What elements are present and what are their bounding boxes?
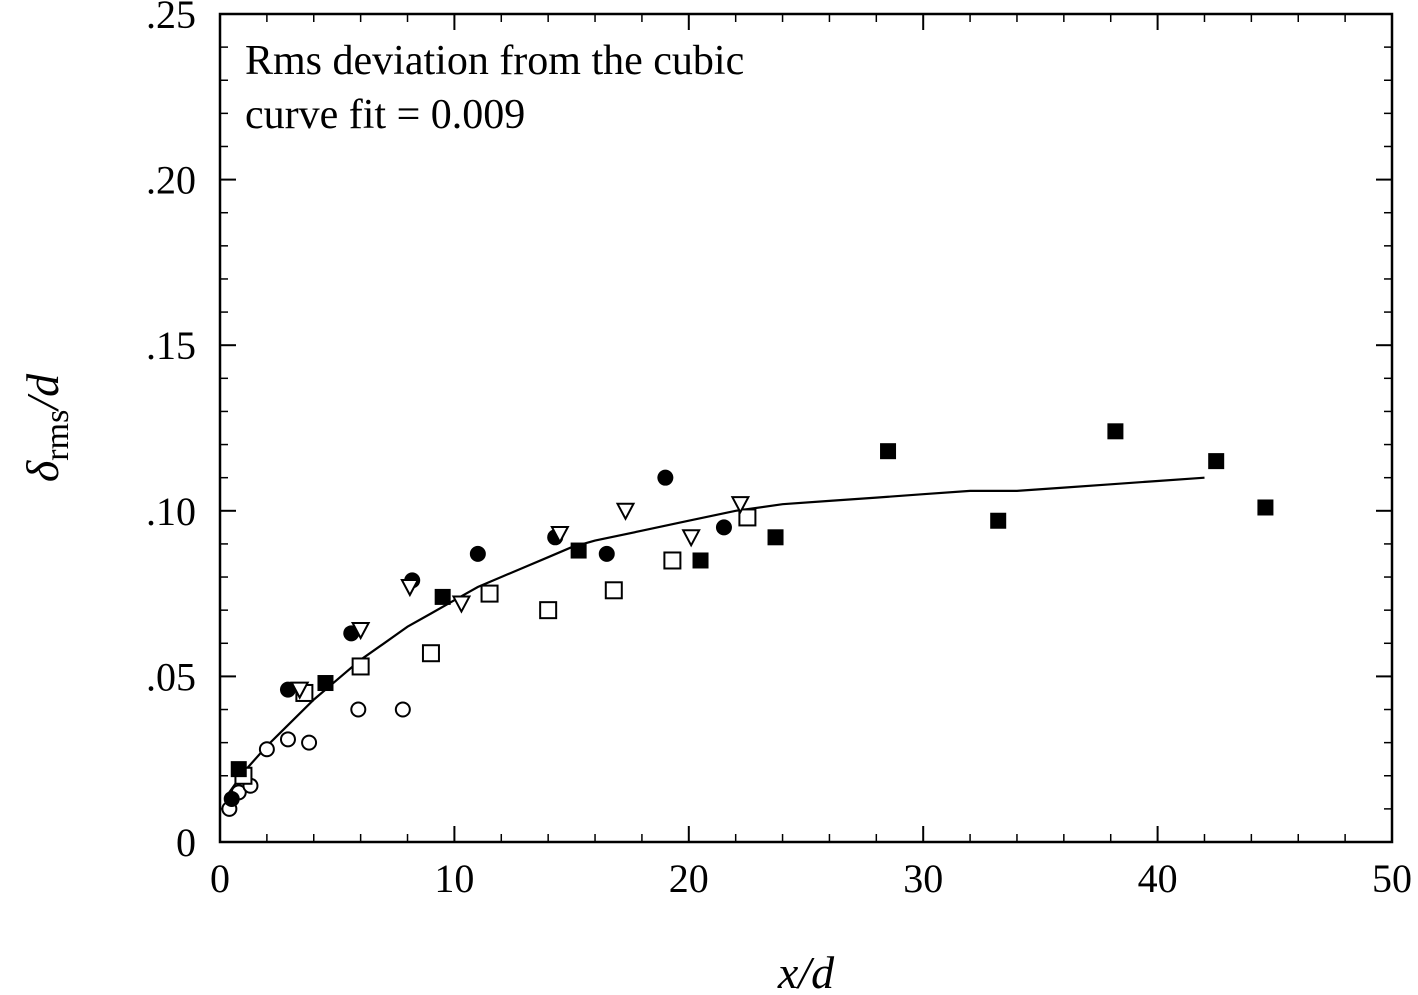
filled-square-point — [230, 761, 247, 778]
x-tick-label: 50 — [1372, 856, 1412, 901]
filled-square-point — [434, 588, 451, 605]
y-tick-label: .25 — [146, 0, 196, 37]
open-square-point — [738, 508, 757, 527]
open-triangle-down-point — [350, 622, 371, 641]
x-tick-label: 40 — [1138, 856, 1178, 901]
filled-square-point — [767, 529, 784, 546]
open-square-point — [604, 581, 623, 600]
filled-circle-point — [715, 519, 732, 536]
open-triangle-down-point — [451, 595, 472, 614]
data-points — [221, 423, 1274, 817]
open-circle-point — [279, 731, 296, 748]
y-axis-title: δrms/d — [17, 373, 76, 482]
filled-square-point — [990, 512, 1007, 529]
filled-square-point — [570, 542, 587, 559]
filled-circle-point — [598, 545, 615, 562]
open-triangle-down-point — [730, 496, 751, 515]
y-tick-label: 0 — [176, 820, 196, 865]
y-tick-label: .05 — [146, 654, 196, 699]
annotation-line-1: Rms deviation from the cubic — [245, 38, 744, 84]
filled-circle-point — [657, 469, 674, 486]
filled-square-point — [317, 675, 334, 692]
open-square-point — [421, 644, 440, 663]
open-circle-point — [301, 734, 318, 751]
filled-circle-point — [279, 681, 296, 698]
x-tick-label: 0 — [210, 856, 230, 901]
annotation-line-2: curve fit = 0.009 — [245, 92, 525, 138]
open-square-point — [539, 601, 558, 620]
open-square-point — [663, 551, 682, 570]
open-square-point — [351, 657, 370, 676]
open-triangle-down-point — [681, 529, 701, 548]
open-triangle-down-point — [290, 681, 310, 700]
tick-labels: 0 10 20 30 40 50 0 .05 .10 .15 .20 .25 — [146, 0, 1412, 901]
x-axis-title: x/d — [777, 947, 835, 995]
fit-curve — [223, 476, 1205, 800]
y-tick-label: .15 — [146, 323, 196, 368]
y-axis-subscript: rms — [39, 410, 76, 461]
y-tick-label: .20 — [146, 158, 196, 203]
axis-ticks — [219, 13, 1393, 843]
open-circle-point — [350, 701, 367, 718]
y-tick-label: .10 — [146, 489, 196, 534]
filled-square-point — [692, 552, 709, 569]
open-triangle-down-point — [550, 525, 570, 545]
filled-square-point — [880, 443, 897, 460]
open-triangle-down-point — [400, 578, 420, 598]
open-circle-point — [258, 741, 275, 758]
filled-square-point — [1107, 423, 1124, 440]
plot-frame — [218, 12, 1394, 844]
x-tick-label: 10 — [434, 856, 474, 901]
filled-square-point — [1208, 453, 1225, 470]
y-axis-suffix: /d — [17, 373, 68, 413]
x-tick-label: 20 — [669, 856, 709, 901]
x-tick-label: 30 — [903, 856, 943, 901]
filled-circle-point — [223, 790, 240, 807]
open-triangle-down-point — [615, 502, 636, 521]
y-axis-symbol: δ — [17, 460, 68, 482]
open-square-point — [480, 584, 499, 603]
open-circle-point — [394, 701, 411, 718]
fit-curve-layer — [223, 476, 1205, 800]
filled-circle-point — [469, 545, 486, 562]
filled-square-point — [1257, 499, 1274, 516]
